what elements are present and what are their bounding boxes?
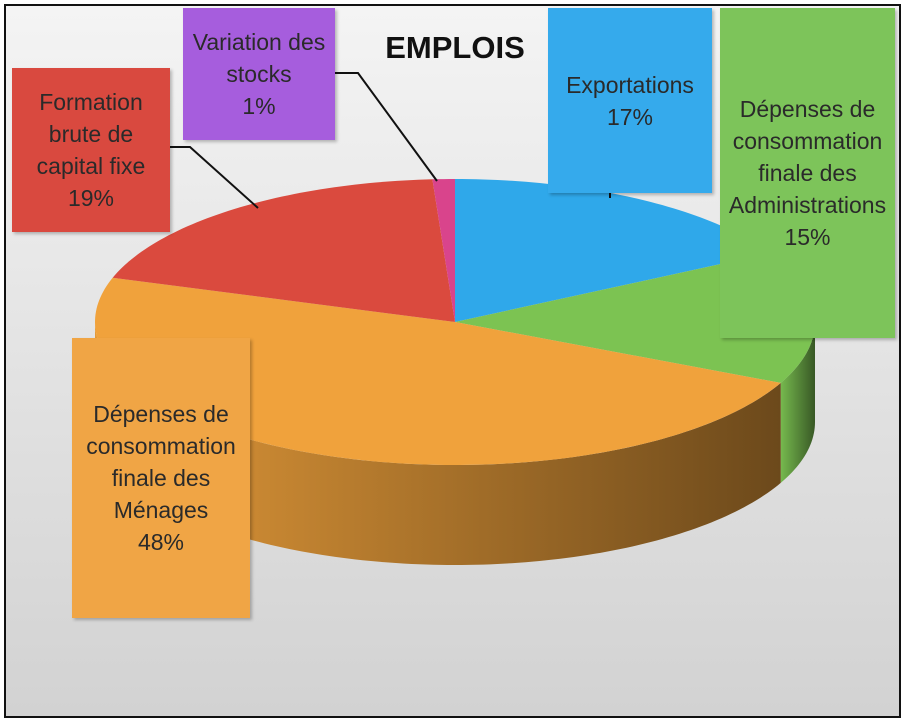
pie: [95, 179, 815, 565]
data-label: Exportations 17%: [548, 8, 712, 193]
label-category: Dépenses de consommation finale des Ména…: [86, 401, 236, 523]
slice: [455, 179, 771, 322]
label-category: Formation brute de capital fixe: [36, 89, 146, 179]
data-label: Formation brute de capital fixe 19%: [12, 68, 170, 232]
chart-title: EMPLOIS: [385, 30, 525, 65]
label-category: Exportations: [566, 71, 694, 98]
slice: [112, 179, 455, 322]
label-value: 48%: [137, 529, 185, 555]
slice: [432, 179, 455, 322]
slice: [95, 277, 781, 465]
data-label: Variation des stocks 1%: [183, 8, 335, 140]
data-label: Dépenses de consommation finale des Ména…: [72, 338, 250, 618]
leader-line: [335, 72, 438, 182]
label-category: Variation des stocks: [192, 29, 326, 87]
label-value: 17%: [606, 103, 654, 130]
slice-side: [95, 322, 781, 565]
data-label: Dépenses de consommation finale des Admi…: [720, 8, 895, 338]
label-value: 15%: [784, 224, 831, 250]
label-category: Dépenses de consommation finale des Admi…: [728, 96, 887, 218]
label-value: 19%: [67, 185, 115, 211]
label-value: 1%: [242, 93, 276, 119]
slice-side: [780, 322, 815, 483]
leader-line: [170, 146, 259, 209]
